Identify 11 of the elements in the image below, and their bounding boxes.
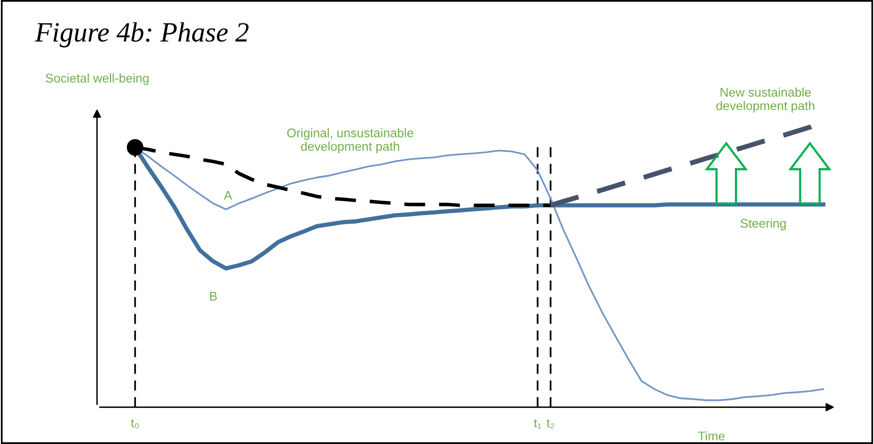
x-axis-title: Time — [698, 431, 725, 440]
chart-title: Figure 4b: Phase 2 — [34, 22, 249, 48]
text: New sustainable development path — [716, 88, 814, 113]
x-tick-label: t₁ — [534, 419, 542, 428]
y-axis-title: Societal well-being — [46, 73, 149, 86]
annotation: Original, unsustainable development path — [287, 128, 414, 154]
annotation: Steering — [740, 218, 786, 230]
annotation: B — [210, 292, 217, 301]
x-tick-label: t₂ — [546, 419, 554, 428]
annotation: A — [224, 191, 232, 200]
x-tick-label: t₀ — [130, 419, 139, 428]
